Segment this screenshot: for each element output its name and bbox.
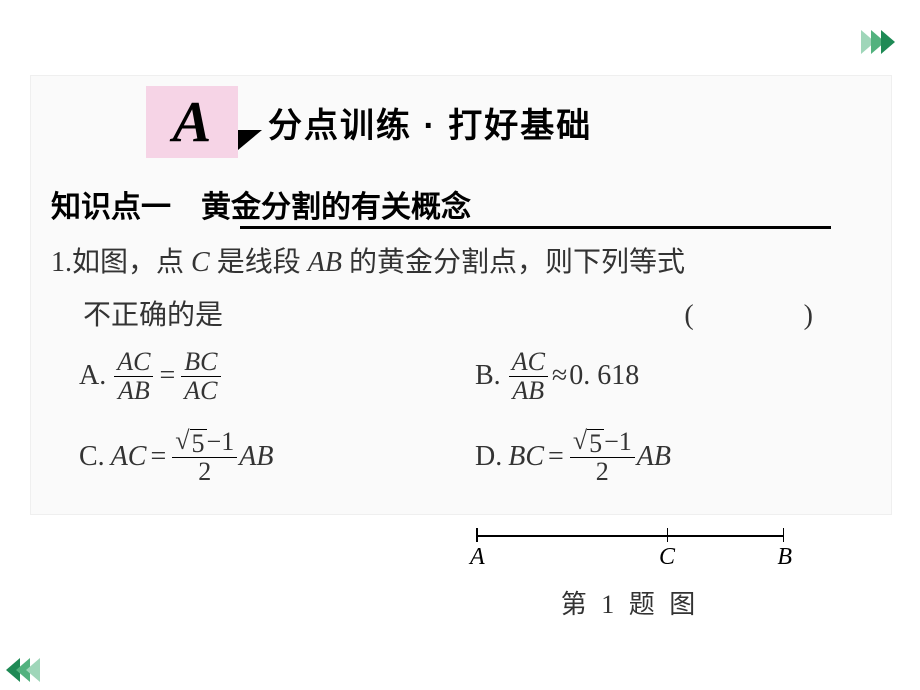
point-label-b: B bbox=[777, 544, 792, 571]
chevron-left-icon bbox=[26, 658, 40, 682]
nav-prev-chevron[interactable] bbox=[10, 658, 40, 682]
fraction: AC AB bbox=[509, 348, 548, 404]
segment-line bbox=[476, 535, 784, 537]
tick-c bbox=[667, 528, 669, 542]
question-stem: 1.如图，点 C 是线段 AB 的黄金分割点，则下列等式 不正确的是 ( ) bbox=[51, 236, 871, 342]
fraction: AC AB bbox=[114, 348, 153, 404]
content-panel: A 分点训练 · 打好基础 知识点一 黄金分割的有关概念 1.如图，点 C 是线… bbox=[30, 75, 892, 515]
option-c[interactable]: C. AC = √5−1 2 AB bbox=[79, 428, 455, 486]
fraction: √5−1 2 bbox=[570, 428, 635, 486]
option-d[interactable]: D. BC = √5−1 2 AB bbox=[475, 428, 851, 486]
section-underline bbox=[240, 226, 831, 229]
nav-next-chevron[interactable] bbox=[865, 30, 895, 54]
sqrt-icon: √5 bbox=[573, 429, 604, 457]
answer-blank: ( ) bbox=[684, 289, 831, 342]
fraction: √5−1 2 bbox=[172, 428, 237, 486]
option-b[interactable]: B. AC AB ≈ 0. 618 bbox=[475, 348, 851, 404]
option-b-value: 0. 618 bbox=[569, 360, 639, 392]
question-line-2: 不正确的是 ( ) bbox=[51, 289, 871, 342]
question-line-1: 1.如图，点 C 是线段 AB 的黄金分割点，则下列等式 bbox=[51, 236, 871, 289]
point-label-a: A bbox=[470, 544, 485, 571]
fraction: BC AC bbox=[181, 348, 220, 404]
point-label-c: C bbox=[659, 544, 675, 571]
line-segment-diagram: A C B bbox=[476, 520, 784, 554]
tick-a bbox=[476, 528, 478, 542]
section-badge: A bbox=[146, 86, 238, 158]
section-badge-letter: A bbox=[173, 93, 212, 151]
options-grid: A. AC AB = BC AC B. AC AB ≈ 0. 618 bbox=[79, 348, 851, 485]
section-header: A 分点训练 · 打好基础 bbox=[146, 86, 891, 158]
triangle-decor-icon bbox=[238, 94, 262, 150]
knowledge-point-heading: 知识点一 黄金分割的有关概念 bbox=[51, 182, 891, 226]
section-title: 分点训练 · 打好基础 bbox=[268, 98, 592, 147]
question-figure: A C B 第 1 题 图 bbox=[470, 520, 790, 621]
tick-b bbox=[783, 528, 785, 542]
figure-caption: 第 1 题 图 bbox=[470, 584, 790, 621]
chevron-right-icon bbox=[881, 30, 895, 54]
option-a[interactable]: A. AC AB = BC AC bbox=[79, 348, 455, 404]
sqrt-icon: √5 bbox=[175, 429, 206, 457]
